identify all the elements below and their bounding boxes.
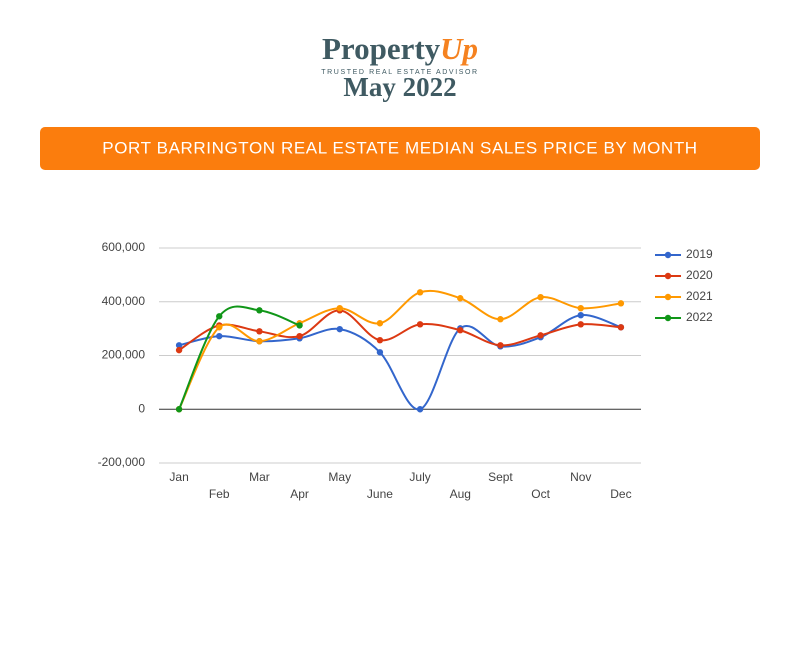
x-tick-label: May (328, 470, 351, 484)
data-point (577, 305, 584, 312)
data-point (497, 316, 504, 323)
series-line (178, 289, 622, 410)
x-tick-label: June (367, 487, 393, 501)
data-point (416, 406, 424, 413)
y-tick-label: 600,000 (102, 240, 146, 254)
data-point (216, 332, 223, 340)
data-point (296, 322, 303, 329)
data-point (175, 342, 183, 349)
title-banner (40, 127, 760, 170)
data-point (376, 336, 384, 344)
y-tick-label: 400,000 (102, 294, 146, 308)
data-point (416, 289, 424, 296)
x-tick-label: Mar (249, 470, 270, 484)
legend-marker (664, 293, 672, 301)
brand-logo: PropertyUp (322, 31, 478, 66)
data-point (296, 332, 303, 340)
y-tick-label: 200,000 (102, 348, 146, 362)
brand: Property (322, 31, 441, 66)
data-point (497, 342, 504, 349)
x-tick-label: Apr (290, 487, 309, 501)
legend-marker (664, 314, 672, 322)
data-point (256, 307, 263, 314)
y-tick-label: 0 (138, 401, 145, 415)
data-point (537, 332, 544, 339)
data-point (457, 295, 464, 302)
data-point (256, 328, 263, 335)
data-point (617, 300, 625, 307)
data-point (537, 293, 544, 301)
x-tick-label: Sept (488, 470, 513, 484)
legend-label: 2022 (686, 310, 713, 324)
data-point (175, 406, 183, 413)
legend-label: 2020 (686, 268, 713, 282)
data-point (256, 338, 263, 345)
legend-label: 2021 (686, 289, 713, 303)
data-point (457, 327, 464, 334)
data-point (336, 325, 343, 333)
x-tick-label: Dec (610, 487, 631, 501)
chart-title: PORT BARRINGTON REAL ESTATE MEDIAN SALES… (102, 138, 697, 157)
tagline: TRUSTED REAL ESTATE ADVISOR (321, 69, 478, 76)
legend-marker (664, 251, 672, 259)
x-tick-label: Oct (531, 487, 550, 501)
series-line (178, 305, 300, 410)
series-line (178, 309, 622, 351)
x-tick-label: Feb (209, 487, 230, 501)
brand-accent: Up (440, 31, 478, 66)
x-tick-label: July (409, 470, 430, 484)
data-point (617, 324, 625, 331)
data-point (336, 305, 343, 312)
data-point (577, 311, 584, 319)
data-point (376, 349, 384, 356)
issue-date: May 2022 (343, 72, 456, 102)
x-tick-label: Aug (450, 487, 471, 501)
data-point (376, 320, 384, 327)
x-tick-label: Jan (169, 470, 188, 484)
data-point (175, 346, 183, 354)
data-point (216, 324, 223, 331)
x-tick-label: Nov (570, 470, 591, 484)
legend-marker (664, 272, 672, 280)
data-point (416, 321, 424, 328)
data-point (577, 321, 584, 328)
data-point (216, 313, 223, 320)
y-tick-label: -200,000 (98, 455, 146, 469)
legend-label: 2019 (686, 247, 713, 261)
series-line (178, 314, 622, 411)
